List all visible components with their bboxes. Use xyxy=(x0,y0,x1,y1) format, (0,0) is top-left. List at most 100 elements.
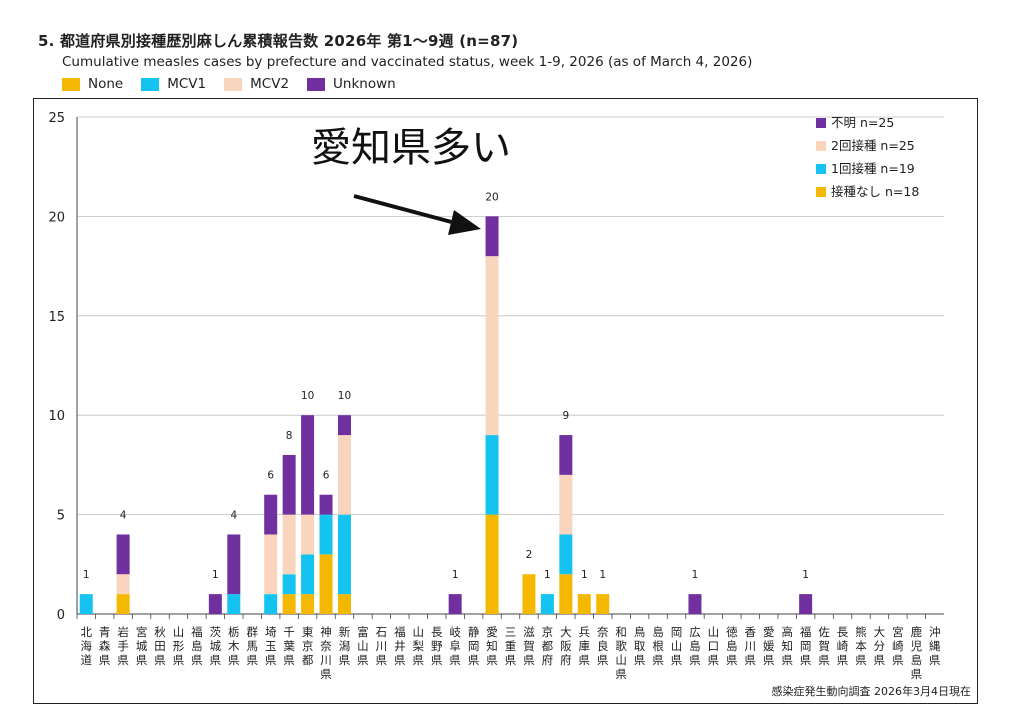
x-tick-label: 徳島県 xyxy=(726,625,738,667)
x-tick-label: 愛知県 xyxy=(486,625,498,667)
bar-segment-mcv1 xyxy=(485,435,499,515)
bar-segment-mcv1 xyxy=(264,594,278,614)
chart-title-ja: 5. 都道府県別接種歴別麻しん累積報告数 2026年 第1～9週 (n=87) xyxy=(38,32,519,50)
legend-swatch-unknown xyxy=(307,77,326,91)
bar-segment-mcv1 xyxy=(337,514,351,595)
x-tick-label: 宮崎県 xyxy=(892,625,904,667)
bar-segment-unknown xyxy=(208,594,222,614)
bar-segment-none xyxy=(559,574,573,614)
bar-segment-mcv2 xyxy=(264,534,278,595)
bar-segment-mcv2 xyxy=(301,514,315,555)
x-tick-label: 島根県 xyxy=(652,625,664,667)
bar-segment-unknown xyxy=(264,494,278,535)
bar-segment-mcv1 xyxy=(319,514,333,555)
x-tick-label: 鹿児島県 xyxy=(911,625,923,681)
bar-segment-mcv1 xyxy=(227,594,241,614)
x-tick-label: 長崎県 xyxy=(837,625,849,667)
inner-legend-label-none: 接種なし n=18 xyxy=(831,184,919,199)
bar-segment-none xyxy=(596,594,610,614)
bar-segment-none xyxy=(522,574,536,614)
data-label-total: 1 xyxy=(581,569,588,581)
bar-segment-none xyxy=(116,594,130,614)
bar-segment-mcv1 xyxy=(559,534,573,575)
x-tick-label: 山梨県 xyxy=(413,625,425,667)
inner-legend-label-mcv1: 1回接種 n=19 xyxy=(831,161,915,176)
bar-segment-unknown xyxy=(485,216,499,257)
x-tick-label: 富山県 xyxy=(357,625,369,667)
data-label-total: 6 xyxy=(323,470,330,482)
data-label-total: 1 xyxy=(544,569,551,581)
x-tick-label: 岩手県 xyxy=(117,625,129,667)
x-tick-label: 奈良県 xyxy=(597,625,609,667)
x-tick-label: 栃木県 xyxy=(228,625,240,667)
bar-segment-mcv2 xyxy=(559,474,573,535)
x-tick-label: 青森県 xyxy=(99,625,111,667)
data-label-total: 4 xyxy=(120,509,127,521)
y-tick-label: 5 xyxy=(57,509,65,524)
legend-item-none: None xyxy=(62,76,123,92)
inner-legend-swatch-unknown xyxy=(816,118,826,128)
data-label-total: 8 xyxy=(286,430,293,442)
bar-segment-mcv2 xyxy=(116,574,130,595)
data-label-total: 1 xyxy=(802,569,809,581)
x-tick-label: 山口県 xyxy=(708,625,720,667)
x-tick-label: 京都府 xyxy=(542,625,554,667)
bar-segment-unknown xyxy=(319,494,333,515)
x-tick-label: 福井県 xyxy=(394,625,406,667)
bar-segment-unknown xyxy=(227,534,241,595)
inner-legend-label-mcv2: 2回接種 n=25 xyxy=(831,138,915,153)
x-tick-label: 東京都 xyxy=(302,625,314,667)
x-tick-label: 北海道 xyxy=(80,625,92,667)
data-label-total: 1 xyxy=(599,569,606,581)
bar-segment-unknown xyxy=(301,415,315,515)
legend-label-none: None xyxy=(88,76,124,92)
bar-segment-unknown xyxy=(448,594,462,614)
bar-segment-mcv1 xyxy=(301,554,315,595)
x-tick-label: 福岡県 xyxy=(800,625,812,667)
annotation-arrow-shaft xyxy=(353,194,460,226)
x-tick-label: 広島県 xyxy=(689,625,701,667)
x-tick-label: 大阪府 xyxy=(560,625,572,667)
x-tick-label: 大分県 xyxy=(874,625,886,667)
bar-segment-mcv2 xyxy=(485,256,499,436)
top-legend: None MCV1 MCV2 Unknown xyxy=(62,76,396,92)
data-label-total: 20 xyxy=(485,191,498,203)
data-label-total: 2 xyxy=(526,549,533,561)
x-tick-label: 千葉県 xyxy=(283,625,295,667)
bar-segment-unknown xyxy=(337,415,351,436)
legend-swatch-mcv1 xyxy=(141,77,160,91)
inner-legend-swatch-mcv2 xyxy=(816,141,826,151)
data-label-total: 9 xyxy=(562,410,569,422)
data-label-total: 4 xyxy=(230,509,237,521)
legend-label-mcv1: MCV1 xyxy=(167,76,207,92)
chart-frame: 0 5 10 15 20 25 1 北海道 青森県 4 岩手県 宮城県 秋田県 山形県 福島県 1 茨城県 4 栃木… xyxy=(33,98,978,704)
x-tick-label: 鳥取県 xyxy=(634,625,646,667)
bar-segment-none xyxy=(282,594,296,614)
x-tick-label: 高知県 xyxy=(781,625,793,667)
bar-segment-unknown xyxy=(799,594,813,614)
x-tick-label: 福島県 xyxy=(191,625,203,667)
legend-label-unknown: Unknown xyxy=(333,76,396,92)
legend-item-mcv1: MCV1 xyxy=(141,76,206,92)
legend-swatch-mcv2 xyxy=(224,77,243,91)
data-label-total: 1 xyxy=(692,569,699,581)
x-tick-label: 兵庫県 xyxy=(579,625,591,667)
x-tick-label: 三重県 xyxy=(505,625,517,667)
bar-segment-unknown xyxy=(559,435,573,475)
x-tick-label: 長野県 xyxy=(431,625,443,667)
bar-segment-unknown xyxy=(282,454,296,515)
x-tick-label: 岡山県 xyxy=(671,625,683,667)
x-tick-label: 茨城県 xyxy=(210,625,222,667)
bar-segment-none xyxy=(319,554,333,614)
x-tick-label: 佐賀県 xyxy=(818,625,830,667)
bar-segment-none xyxy=(337,594,351,614)
bar-segment-none xyxy=(301,594,315,614)
annotation-arrow-head xyxy=(448,210,481,235)
bar-segment-none xyxy=(485,514,499,614)
y-tick-label: 25 xyxy=(48,111,65,126)
data-label-total: 1 xyxy=(83,569,90,581)
inner-legend-label-unknown: 不明 n=25 xyxy=(831,115,894,130)
x-tick-label: 和歌山県 xyxy=(615,625,627,681)
annotation-text: 愛知県多い xyxy=(311,125,511,171)
